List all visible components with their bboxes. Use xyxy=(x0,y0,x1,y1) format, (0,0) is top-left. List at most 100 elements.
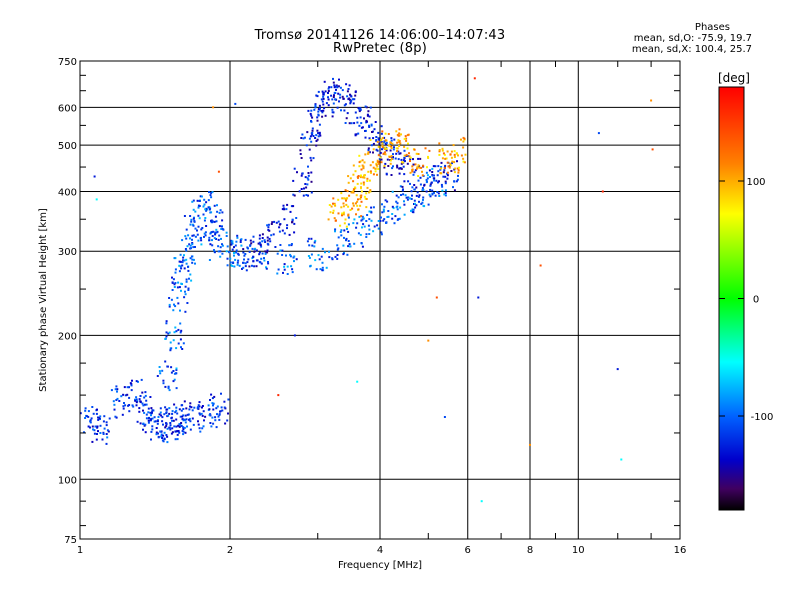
scatter-point xyxy=(233,254,235,257)
y-tick-label: 500 xyxy=(58,141,77,152)
scatter-point xyxy=(434,194,437,197)
scatter-point xyxy=(300,188,303,190)
scatter-point xyxy=(194,262,196,265)
scatter-point xyxy=(369,189,372,192)
scatter-point xyxy=(105,424,108,427)
scatter-point xyxy=(108,417,111,420)
scatter-point xyxy=(376,173,378,176)
scatter-point xyxy=(336,248,339,251)
scatter-point xyxy=(236,234,239,237)
scatter-point xyxy=(193,220,196,222)
scatter-point xyxy=(428,193,431,196)
scatter-point xyxy=(130,384,133,387)
scatter-point xyxy=(161,369,164,372)
scatter-point xyxy=(144,394,147,397)
scatter-point xyxy=(332,81,335,84)
scatter-point xyxy=(345,199,347,202)
scatter-point xyxy=(116,397,119,400)
scatter-point xyxy=(175,387,178,390)
scatter-point xyxy=(441,157,444,160)
scatter-point xyxy=(412,158,414,161)
scatter-point xyxy=(308,244,311,247)
scatter-point xyxy=(392,153,394,156)
scatter-point xyxy=(281,229,284,232)
scatter-point xyxy=(179,331,182,334)
scatter-point xyxy=(457,169,460,172)
scatter-point xyxy=(435,296,438,299)
scatter-point xyxy=(143,411,146,414)
scatter-point xyxy=(353,122,356,125)
scatter-point xyxy=(138,410,141,413)
scatter-point xyxy=(342,213,345,216)
scatter-point xyxy=(200,239,203,242)
scatter-point xyxy=(393,146,395,149)
scatter-point xyxy=(116,390,118,393)
scatter-point xyxy=(403,200,405,203)
scatter-point xyxy=(344,103,347,106)
scatter-point xyxy=(334,98,337,101)
scatter-point xyxy=(251,247,254,250)
scatter-point xyxy=(421,187,424,189)
scatter-point xyxy=(616,368,619,371)
scatter-point xyxy=(333,91,336,94)
scatter-point xyxy=(203,419,205,422)
scatter-point xyxy=(341,89,344,92)
scatter-point xyxy=(261,252,264,255)
scatter-point xyxy=(360,122,363,125)
scatter-point xyxy=(318,104,321,107)
scatter-point xyxy=(327,98,330,101)
axis-ticks: 1 2 4 6 8 10 16 75 100 200 300 400 500 600 750 xyxy=(58,57,686,556)
scatter-point xyxy=(364,130,366,132)
scatter-point xyxy=(174,438,177,441)
scatter-point xyxy=(306,183,309,186)
scatter-point xyxy=(187,287,190,290)
scatter-point xyxy=(399,206,402,209)
scatter-point xyxy=(103,415,106,418)
scatter-point xyxy=(181,264,184,267)
scatter-point xyxy=(457,171,460,174)
scatter-point xyxy=(205,207,208,210)
scatter-point xyxy=(233,252,235,254)
scatter-point xyxy=(218,211,221,214)
scatter-point xyxy=(390,147,393,149)
scatter-point xyxy=(235,249,238,252)
scatter-point xyxy=(363,174,366,177)
scatter-point xyxy=(170,417,173,420)
scatter-point xyxy=(192,246,195,249)
scatter-point xyxy=(382,219,385,222)
scatter-point xyxy=(359,107,362,110)
scatter-point xyxy=(97,430,99,433)
scatter-point xyxy=(293,231,296,234)
scatter-point xyxy=(225,250,228,253)
scatter-point xyxy=(458,166,460,169)
scatter-point xyxy=(237,259,240,262)
scatter-point xyxy=(165,424,168,427)
scatter-point xyxy=(184,235,187,238)
scatter-point xyxy=(431,189,434,192)
scatter-point xyxy=(368,137,371,140)
scatter-point xyxy=(409,171,412,174)
scatter-point xyxy=(212,408,215,411)
scatter-point xyxy=(371,161,374,164)
scatter-point xyxy=(343,236,345,239)
scatter-point xyxy=(312,157,315,160)
scatter-point xyxy=(313,241,316,244)
scatter-point xyxy=(159,411,162,414)
scatter-point xyxy=(437,181,439,184)
scatter-point xyxy=(165,335,168,338)
scatter-point xyxy=(382,141,385,144)
scatter-point xyxy=(359,197,362,200)
scatter-point xyxy=(218,234,221,237)
scatter-point xyxy=(360,196,362,199)
scatter-point xyxy=(135,396,138,399)
scatter-point xyxy=(413,188,416,191)
scatter-point xyxy=(184,414,187,417)
scatter-point xyxy=(345,203,348,206)
scatter-point xyxy=(410,198,413,200)
scatter-point xyxy=(334,204,337,207)
scatter-point xyxy=(347,175,350,178)
scatter-point xyxy=(254,247,257,250)
scatter-point xyxy=(299,149,302,152)
scatter-point xyxy=(383,164,386,167)
